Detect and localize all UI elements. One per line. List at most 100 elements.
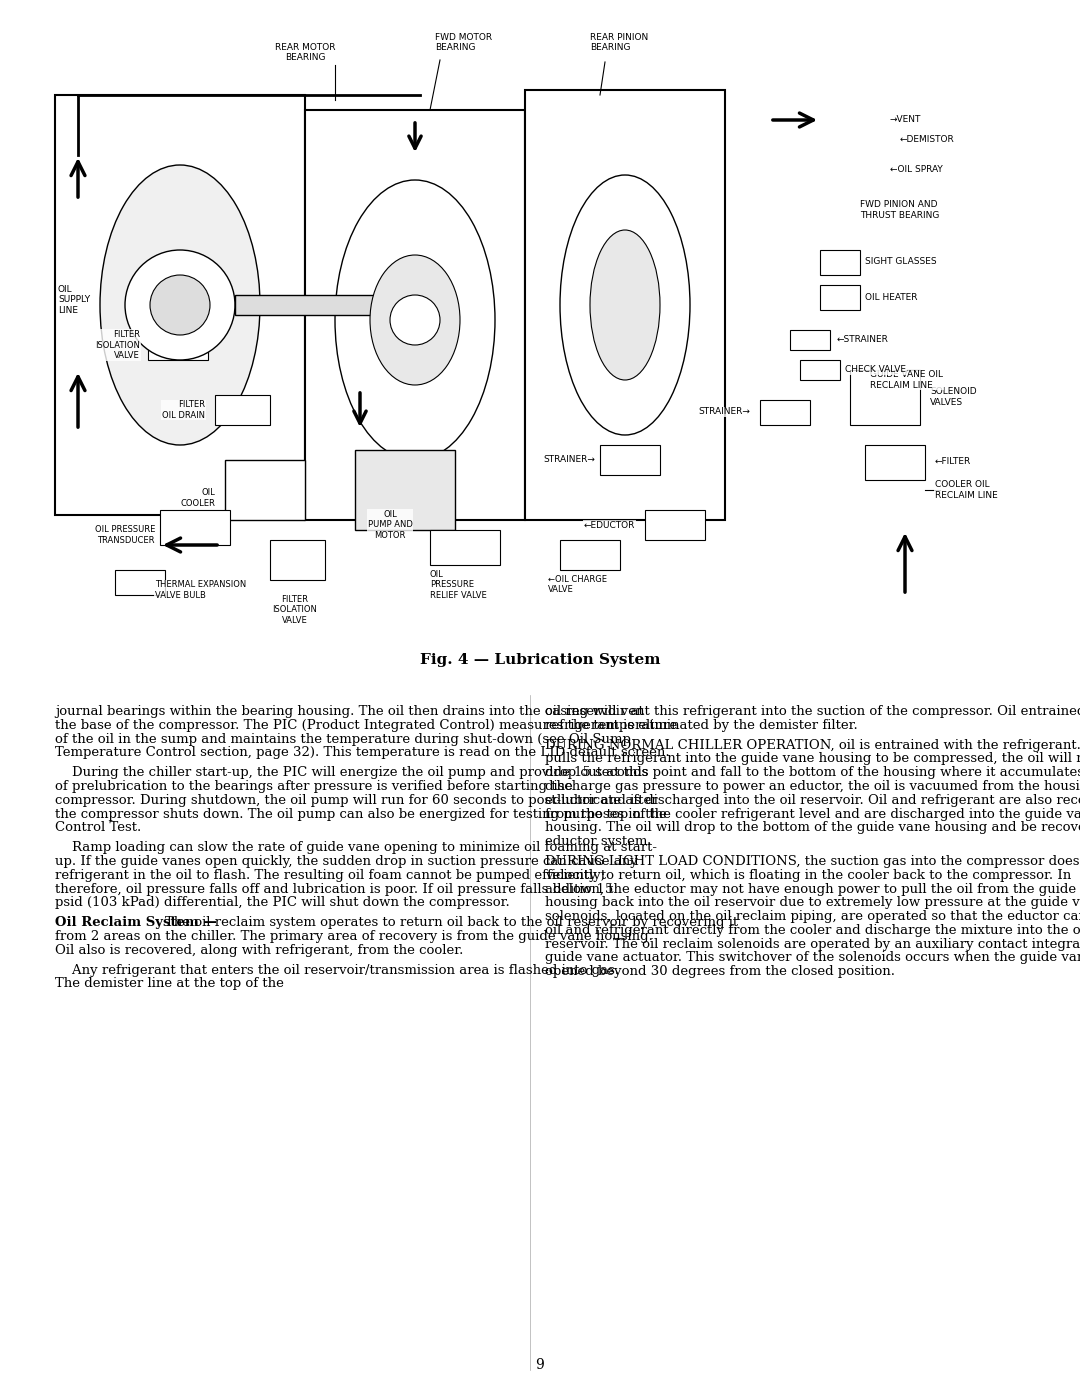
Bar <box>645 510 705 541</box>
Text: The demister line at the top of the: The demister line at the top of the <box>55 978 284 990</box>
Text: OIL PRESSURE
TRANSDUCER: OIL PRESSURE TRANSDUCER <box>95 525 156 545</box>
Text: ←OIL CHARGE
VALVE: ←OIL CHARGE VALVE <box>548 576 607 594</box>
Ellipse shape <box>561 175 690 434</box>
Text: DURING NORMAL CHILLER OPERATION, oil is entrained with the refrigerant. As the c: DURING NORMAL CHILLER OPERATION, oil is … <box>545 739 1080 752</box>
Text: FILTER
ISOLATION
VALVE: FILTER ISOLATION VALVE <box>95 330 140 360</box>
Text: FWD PINION AND
THRUST BEARING: FWD PINION AND THRUST BEARING <box>860 200 940 219</box>
Text: housing. The oil will drop to the bottom of the guide vane housing and be recove: housing. The oil will drop to the bottom… <box>545 821 1080 834</box>
Text: DURING LIGHT LOAD CONDITIONS, the suction gas into the compressor does not have : DURING LIGHT LOAD CONDITIONS, the suctio… <box>545 855 1080 868</box>
Ellipse shape <box>370 256 460 386</box>
Text: psid (103 kPad) differential, the PIC will shut down the compressor.: psid (103 kPad) differential, the PIC wi… <box>55 897 510 909</box>
Bar <box>160 510 230 545</box>
Text: REAR MOTOR
BEARING: REAR MOTOR BEARING <box>274 42 335 61</box>
Circle shape <box>150 275 210 335</box>
Bar <box>561 541 620 570</box>
Bar <box>270 541 325 580</box>
Text: STRAINER→: STRAINER→ <box>543 455 595 464</box>
Bar <box>355 450 455 529</box>
Text: CHECK VALVE: CHECK VALVE <box>845 366 906 374</box>
Text: the compressor shuts down. The oil pump can also be energized for testing purpos: the compressor shuts down. The oil pump … <box>55 807 666 820</box>
Bar <box>430 529 500 564</box>
Text: OIL
PUMP AND
MOTOR: OIL PUMP AND MOTOR <box>367 510 413 539</box>
Text: Oil Reclaim System —: Oil Reclaim System — <box>55 916 221 929</box>
Text: Any refrigerant that enters the oil reservoir/transmission area is flashed into : Any refrigerant that enters the oil rese… <box>55 964 619 977</box>
Text: SOLENOID
VALVES: SOLENOID VALVES <box>930 387 976 407</box>
Text: the base of the compressor. The PIC (Product Integrated Control) measures the te: the base of the compressor. The PIC (Pro… <box>55 719 677 732</box>
Text: compressor. During shutdown, the oil pump will run for 60 seconds to post-lubric: compressor. During shutdown, the oil pum… <box>55 793 658 807</box>
Text: ←OIL SPRAY: ←OIL SPRAY <box>890 165 943 175</box>
Text: oil and refrigerant directly from the cooler and discharge the mixture into the : oil and refrigerant directly from the co… <box>545 923 1080 937</box>
Text: OIL
PRESSURE
RELIEF VALVE: OIL PRESSURE RELIEF VALVE <box>430 570 487 599</box>
Text: During the chiller start-up, the PIC will energize the oil pump and provide 15 s: During the chiller start-up, the PIC wil… <box>55 766 648 780</box>
Text: SIGHT GLASSES: SIGHT GLASSES <box>865 257 936 267</box>
Text: ←STRAINER: ←STRAINER <box>837 335 889 345</box>
Bar <box>225 460 305 520</box>
Text: FILTER
OIL DRAIN: FILTER OIL DRAIN <box>162 401 205 419</box>
Text: STRAINER→: STRAINER→ <box>698 408 750 416</box>
Bar <box>30 29 1030 645</box>
Text: ←FILTER: ←FILTER <box>935 457 971 467</box>
Text: 9: 9 <box>536 1358 544 1372</box>
Ellipse shape <box>100 165 260 446</box>
Circle shape <box>125 250 235 360</box>
Bar <box>850 370 920 425</box>
Bar <box>235 295 415 314</box>
Text: Control Test.: Control Test. <box>55 821 141 834</box>
Text: casing will vent this refrigerant into the suction of the compressor. Oil entrai: casing will vent this refrigerant into t… <box>545 705 1080 718</box>
Text: OIL
COOLER: OIL COOLER <box>180 489 215 507</box>
Text: Ramp loading can slow the rate of guide vane opening to minimize oil foaming at : Ramp loading can slow the rate of guide … <box>55 841 657 854</box>
Ellipse shape <box>590 231 660 380</box>
Bar <box>600 446 660 475</box>
Text: Fig. 4 — Lubrication System: Fig. 4 — Lubrication System <box>420 652 660 666</box>
Text: velocity to return oil, which is floating in the cooler back to the compressor. : velocity to return oil, which is floatin… <box>545 869 1071 882</box>
Bar <box>215 395 270 425</box>
Text: reservoir. The oil reclaim solenoids are operated by an auxiliary contact integr: reservoir. The oil reclaim solenoids are… <box>545 937 1080 951</box>
Text: of prelubrication to the bearings after pressure is verified before starting the: of prelubrication to the bearings after … <box>55 780 572 793</box>
Bar <box>789 330 831 351</box>
Bar <box>525 89 725 520</box>
Text: refrigerant in the oil to flash. The resulting oil foam cannot be pumped efficie: refrigerant in the oil to flash. The res… <box>55 869 605 882</box>
Text: solenoids, located on the oil reclaim piping, are operated so that the eductor c: solenoids, located on the oil reclaim pi… <box>545 909 1080 923</box>
Bar <box>820 250 860 275</box>
Text: The oil reclaim system operates to return oil back to the oil reservoir by recov: The oil reclaim system operates to retur… <box>165 916 738 929</box>
Bar <box>865 446 924 481</box>
Text: guide vane actuator. This switchover of the solenoids occurs when the guide vane: guide vane actuator. This switchover of … <box>545 951 1080 964</box>
Text: therefore, oil pressure falls off and lubrication is poor. If oil pressure falls: therefore, oil pressure falls off and lu… <box>55 883 613 895</box>
Text: GUIDE VANE OIL
RECLAIM LINE: GUIDE VANE OIL RECLAIM LINE <box>870 370 943 390</box>
Text: refrigerant is eliminated by the demister filter.: refrigerant is eliminated by the demiste… <box>545 719 858 732</box>
Circle shape <box>390 295 440 345</box>
Text: Oil also is recovered, along with refrigerant, from the cooler.: Oil also is recovered, along with refrig… <box>55 944 463 957</box>
Bar <box>760 400 810 425</box>
Text: eductor system.: eductor system. <box>545 835 651 848</box>
Text: discharge gas pressure to power an eductor, the oil is vacuumed from the housing: discharge gas pressure to power an educt… <box>545 780 1080 793</box>
Text: REAR PINION
BEARING: REAR PINION BEARING <box>590 32 648 52</box>
Text: up. If the guide vanes open quickly, the sudden drop in suction pressure can cau: up. If the guide vanes open quickly, the… <box>55 855 638 868</box>
Text: →VENT: →VENT <box>890 116 921 124</box>
Text: OIL
SUPPLY
LINE: OIL SUPPLY LINE <box>58 285 90 314</box>
Text: housing back into the oil reservoir due to extremely low pressure at the guide v: housing back into the oil reservoir due … <box>545 897 1080 909</box>
Text: addition, the eductor may not have enough power to pull the oil from the guide v: addition, the eductor may not have enoug… <box>545 883 1080 895</box>
Text: FILTER
ISOLATION
VALVE: FILTER ISOLATION VALVE <box>272 595 318 624</box>
Text: eductor and is discharged into the oil reservoir. Oil and refrigerant are also r: eductor and is discharged into the oil r… <box>545 793 1080 807</box>
Text: opened beyond 30 degrees from the closed position.: opened beyond 30 degrees from the closed… <box>545 965 895 978</box>
Ellipse shape <box>335 180 495 460</box>
Text: COOLER OIL
RECLAIM LINE: COOLER OIL RECLAIM LINE <box>935 481 998 500</box>
Text: pulls the refrigerant into the guide vane housing to be compressed, the oil will: pulls the refrigerant into the guide van… <box>545 753 1080 766</box>
Bar <box>800 360 840 380</box>
Text: from 2 areas on the chiller. The primary area of recovery is from the guide vane: from 2 areas on the chiller. The primary… <box>55 930 653 943</box>
Bar <box>148 330 208 360</box>
Text: ←DEMISTOR: ←DEMISTOR <box>900 136 955 144</box>
Text: from the top of the cooler refrigerant level and are discharged into the guide v: from the top of the cooler refrigerant l… <box>545 807 1080 820</box>
Bar <box>55 95 305 515</box>
Bar <box>305 110 525 520</box>
Text: THERMAL EXPANSION
VALVE BULB: THERMAL EXPANSION VALVE BULB <box>156 580 246 599</box>
Text: journal bearings within the bearing housing. The oil then drains into the oil re: journal bearings within the bearing hous… <box>55 705 644 718</box>
Text: Temperature Control section, page 32). This temperature is read on the LID defau: Temperature Control section, page 32). T… <box>55 746 670 760</box>
Text: OIL HEATER: OIL HEATER <box>865 292 918 302</box>
Text: of the oil in the sump and maintains the temperature during shut-down (see Oil S: of the oil in the sump and maintains the… <box>55 732 631 746</box>
Bar <box>114 570 165 595</box>
Text: ←EDUCTOR: ←EDUCTOR <box>583 521 635 529</box>
Text: drop out at this point and fall to the bottom of the housing where it accumulate: drop out at this point and fall to the b… <box>545 766 1080 780</box>
Bar <box>820 285 860 310</box>
Text: FWD MOTOR
BEARING: FWD MOTOR BEARING <box>435 32 492 52</box>
